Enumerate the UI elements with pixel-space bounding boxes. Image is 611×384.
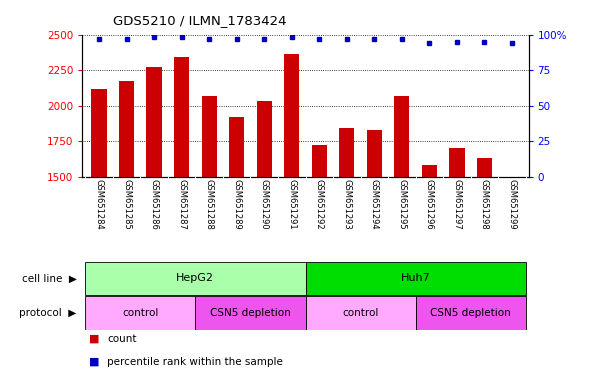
Bar [86, 262, 306, 295]
Bar [312, 146, 327, 177]
Text: GSM651292: GSM651292 [315, 179, 324, 230]
Text: GSM651285: GSM651285 [122, 179, 131, 230]
Bar [196, 296, 306, 329]
Text: GSM651286: GSM651286 [150, 179, 159, 230]
Bar [92, 89, 106, 177]
Bar [306, 296, 415, 329]
Text: GSM651284: GSM651284 [95, 179, 103, 230]
Bar [229, 117, 244, 177]
Text: percentile rank within the sample: percentile rank within the sample [107, 357, 283, 367]
Bar [394, 96, 409, 177]
Text: ■: ■ [89, 357, 99, 367]
Bar [422, 165, 437, 177]
Text: GSM651294: GSM651294 [370, 179, 379, 230]
Text: GSM651291: GSM651291 [287, 179, 296, 230]
Text: GDS5210 / ILMN_1783424: GDS5210 / ILMN_1783424 [113, 14, 287, 27]
Bar [257, 101, 272, 177]
Text: control: control [342, 308, 379, 318]
Text: GSM651293: GSM651293 [342, 179, 351, 230]
Text: GSM651299: GSM651299 [508, 179, 516, 230]
Bar [202, 96, 217, 177]
Text: Huh7: Huh7 [401, 273, 431, 283]
Bar [415, 296, 525, 329]
Text: ■: ■ [89, 334, 99, 344]
Bar [147, 67, 162, 177]
Text: GSM651297: GSM651297 [452, 179, 461, 230]
Bar [174, 57, 189, 177]
Bar [86, 296, 196, 329]
Text: GSM651289: GSM651289 [232, 179, 241, 230]
Text: GSM651298: GSM651298 [480, 179, 489, 230]
Bar [284, 55, 299, 177]
Bar [339, 128, 354, 177]
Text: HepG2: HepG2 [177, 273, 214, 283]
Text: CSN5 depletion: CSN5 depletion [430, 308, 511, 318]
Text: GSM651288: GSM651288 [205, 179, 214, 230]
Bar [367, 130, 382, 177]
Bar [477, 158, 492, 177]
Text: CSN5 depletion: CSN5 depletion [210, 308, 291, 318]
Bar [449, 148, 464, 177]
Bar [119, 81, 134, 177]
Text: count: count [107, 334, 136, 344]
Text: protocol  ▶: protocol ▶ [19, 308, 76, 318]
Bar [306, 262, 525, 295]
Text: control: control [122, 308, 158, 318]
Text: GSM651290: GSM651290 [260, 179, 269, 230]
Text: cell line  ▶: cell line ▶ [21, 273, 76, 283]
Text: GSM651295: GSM651295 [397, 179, 406, 230]
Text: GSM651287: GSM651287 [177, 179, 186, 230]
Text: GSM651296: GSM651296 [425, 179, 434, 230]
